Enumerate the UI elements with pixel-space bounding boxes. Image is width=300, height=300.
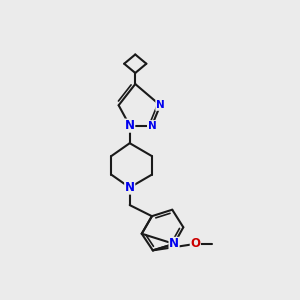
Text: N: N	[169, 237, 179, 250]
Text: N: N	[156, 100, 165, 110]
Text: N: N	[125, 181, 135, 194]
Text: O: O	[190, 237, 200, 250]
Text: N: N	[125, 119, 135, 132]
Text: N: N	[148, 121, 156, 130]
